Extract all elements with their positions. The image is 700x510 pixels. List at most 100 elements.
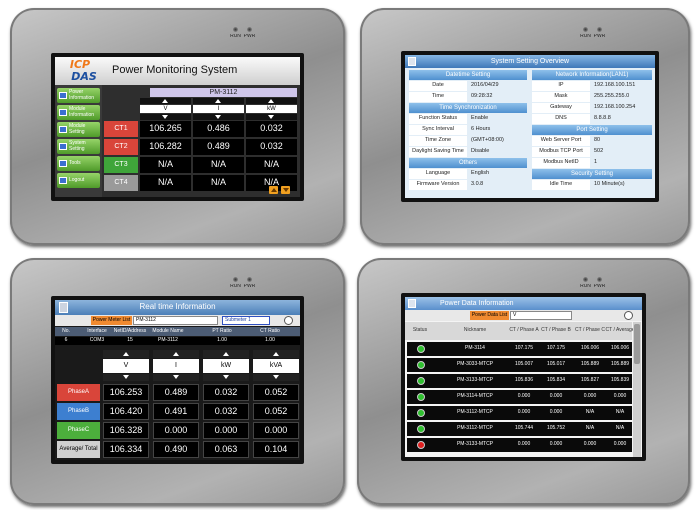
column-header: kW <box>246 105 297 113</box>
title-bar <box>405 297 642 310</box>
list-label: Power Data List <box>470 311 509 320</box>
setting-value: 6 Hours <box>471 126 491 133</box>
menu-item[interactable]: System Setting <box>57 139 100 154</box>
table-row <box>407 342 632 356</box>
value-cell: 105.836 <box>514 377 534 384</box>
column-header: I <box>193 105 244 113</box>
select[interactable]: Submeter 1 <box>222 316 270 325</box>
arrow-down <box>283 188 289 192</box>
setting-label: Sync Interval <box>409 125 467 135</box>
arrow-up <box>273 352 279 356</box>
section-header: Others <box>409 158 527 168</box>
arrow-down <box>123 375 129 379</box>
led <box>247 277 252 282</box>
column-header: CT / Phase B <box>541 327 571 334</box>
setting-value: 2016/04/29 <box>471 82 499 89</box>
setting-label: Mask <box>532 92 590 102</box>
nickname: PM-3112-MTCP <box>457 425 493 432</box>
list-label: Power Meter List <box>91 316 132 325</box>
title-icon <box>408 57 416 66</box>
value-cell: 106.334 <box>103 441 149 458</box>
value-cell: 105.007 <box>514 361 534 368</box>
column-header: Nickname <box>463 327 487 334</box>
table-row <box>407 438 632 452</box>
logo-text: ICP <box>69 58 91 71</box>
info-header: NetID/Address <box>113 327 147 334</box>
menu-item[interactable]: Tools <box>57 156 100 171</box>
setting-value: 192.168.100.151 <box>594 82 636 89</box>
info-value: 1.00 <box>265 337 275 344</box>
led-label: RUN <box>230 34 241 40</box>
nickname: PM-3112-MTCP <box>457 409 493 416</box>
value-cell: 0.489 <box>153 384 199 401</box>
info-header: Module Name <box>152 327 184 334</box>
info-header-row <box>55 327 300 336</box>
select[interactable]: PM-3112 <box>133 316 218 325</box>
led-label: PWR <box>243 34 256 40</box>
header-bar <box>55 57 300 85</box>
menu-item[interactable]: Module Information <box>57 105 100 120</box>
info-value-row <box>55 337 300 345</box>
arrow-down <box>268 115 274 119</box>
arrow-up <box>215 99 221 103</box>
setting-label: Firmware Version <box>409 180 467 190</box>
setting-value: 09:28:32 <box>471 93 493 100</box>
column-header: kVA <box>253 359 299 373</box>
info-header: No. <box>62 327 70 334</box>
value-cell: N/A <box>585 409 595 416</box>
section-header: Security Setting <box>532 169 652 179</box>
value-cell: 0.032 <box>203 384 249 401</box>
value-cell: 0.000 <box>153 422 199 439</box>
module-header: PM-3112 <box>150 88 297 97</box>
refresh-button[interactable] <box>284 316 293 325</box>
column-header: V <box>140 105 191 113</box>
title-bar: Real time Information <box>55 300 300 315</box>
value-cell: 0.032 <box>246 121 297 137</box>
setting-value: 255.255.255.0 <box>594 93 630 100</box>
value-cell: 0.000 <box>549 393 563 400</box>
setting-label: Daylight Saving Time <box>409 147 467 157</box>
menu-item[interactable]: Logout <box>57 173 100 188</box>
row-label: Average/ Total <box>57 441 100 458</box>
section-header: Port Setting <box>532 125 652 135</box>
menu-icon <box>59 177 67 184</box>
setting-value: 80 <box>594 137 601 144</box>
arrow-up <box>123 352 129 356</box>
value-cell: 0.486 <box>193 121 244 137</box>
led <box>583 27 588 32</box>
column-header: CT / Phase A <box>509 327 539 334</box>
setting-value: Enable <box>471 115 489 122</box>
row-label: CT2 <box>104 139 138 155</box>
info-header: CT Ratio <box>260 327 280 334</box>
column-header: I <box>153 359 199 373</box>
led-label: RUN <box>580 284 591 290</box>
led-label: PWR <box>593 284 606 290</box>
setting-label: IP <box>532 81 590 91</box>
setting-label: Function Status <box>409 114 467 124</box>
scrollbar-thumb[interactable] <box>634 324 640 364</box>
select[interactable]: V <box>510 311 572 320</box>
menu-item[interactable]: Power Information <box>57 88 100 103</box>
menu-item[interactable]: Module Setting <box>57 122 100 137</box>
info-header: Interface <box>87 327 107 334</box>
led-label: RUN <box>580 34 591 40</box>
menu-icon <box>59 126 67 133</box>
value-cell: 0.000 <box>203 422 249 439</box>
setting-value: 192.168.100.254 <box>594 104 636 111</box>
refresh-button[interactable] <box>624 311 633 320</box>
setting-label: Modbus NetID <box>532 158 590 168</box>
arrow-down <box>173 375 179 379</box>
setting-value: Disable <box>471 148 490 155</box>
value-cell: 0.000 <box>517 409 531 416</box>
led <box>233 277 238 282</box>
setting-label: Modbus TCP Port <box>532 147 590 157</box>
status-indicator <box>417 361 425 369</box>
row-label: CT4 <box>104 175 138 191</box>
value-cell: N/A <box>140 157 191 173</box>
setting-label: Date <box>409 81 467 91</box>
value-cell: 106.006 <box>610 345 630 352</box>
value-cell: 106.328 <box>103 422 149 439</box>
arrow-up <box>271 188 277 192</box>
section-header: Time Synchronization <box>409 103 527 113</box>
table-row <box>407 358 632 372</box>
